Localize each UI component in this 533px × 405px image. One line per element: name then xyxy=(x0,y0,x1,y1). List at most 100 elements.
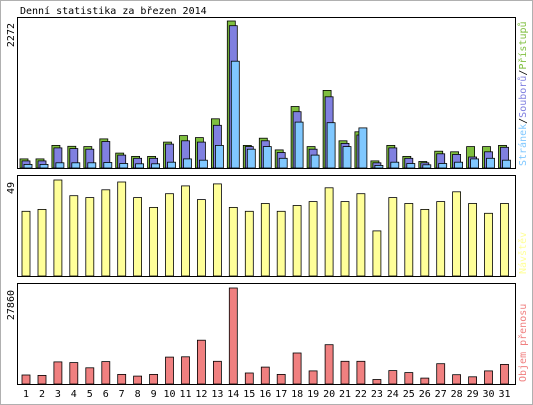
bar-visits-day-15 xyxy=(244,210,254,277)
bar-visits-day-14 xyxy=(228,206,238,277)
bar-visits-day-2 xyxy=(37,208,47,277)
bar-visits-day-10 xyxy=(165,193,174,277)
bar-volume-day-16 xyxy=(260,366,270,385)
legend-separator: / xyxy=(518,118,529,124)
x-tick-label-day-19: 19 xyxy=(307,389,319,400)
bar-visits-day-18 xyxy=(292,205,302,277)
bar-traffic-Stránek-day-18 xyxy=(294,121,304,169)
bar-visits-day-1 xyxy=(21,210,31,277)
x-tick-label-day-4: 4 xyxy=(71,389,77,400)
x-tick-label-day-3: 3 xyxy=(55,389,61,400)
legend-item-Objem přenosu: Objem přenosu xyxy=(517,304,529,382)
x-tick-label-day-18: 18 xyxy=(291,389,303,400)
bar-traffic-Stránek-day-5 xyxy=(87,162,97,169)
bar-visits-day-28 xyxy=(452,191,462,277)
bar-visits-day-22 xyxy=(356,193,366,277)
chart-title: Denní statistika za březen 2014 xyxy=(20,5,207,17)
visits-legend: Návštěv xyxy=(517,232,529,274)
bar-visits-day-5 xyxy=(85,197,95,277)
bar-visits-day-29 xyxy=(468,203,478,277)
bar-traffic-Stránek-day-12 xyxy=(198,159,208,169)
bar-traffic-Stránek-day-2 xyxy=(39,163,49,169)
visits-ymax-label: 49 xyxy=(6,182,17,194)
bar-volume-day-3 xyxy=(53,361,63,385)
bar-volume-day-12 xyxy=(196,339,206,385)
bar-traffic-Stránek-day-14 xyxy=(230,60,240,169)
legend-item-Přístupů: Přístupů xyxy=(517,21,529,69)
x-tick-label-day-21: 21 xyxy=(339,389,351,400)
labels-layer: 2272Stránek/Souborů/Přístupů49Návštěv278… xyxy=(6,21,529,400)
x-tick-label-day-17: 17 xyxy=(275,389,287,400)
bar-volume-day-1 xyxy=(21,374,31,385)
bar-traffic-Stránek-day-3 xyxy=(55,162,65,169)
bar-volume-day-13 xyxy=(212,360,222,385)
bar-volume-day-15 xyxy=(244,372,254,385)
bar-traffic-Stránek-day-26 xyxy=(422,164,432,169)
bar-visits-day-6 xyxy=(101,189,111,277)
bar-visits-day-30 xyxy=(484,212,493,277)
x-tick-label-day-10: 10 xyxy=(163,389,175,400)
bar-volume-day-5 xyxy=(85,367,95,385)
x-tick-label-day-1: 1 xyxy=(23,389,29,400)
x-tick-label-day-24: 24 xyxy=(387,389,399,400)
x-tick-label-day-16: 16 xyxy=(259,389,271,400)
volume-ymax-label: 27860 xyxy=(6,290,17,320)
x-tick-label-day-25: 25 xyxy=(403,389,415,400)
bar-traffic-Stránek-day-8 xyxy=(135,163,145,169)
bar-volume-day-14 xyxy=(228,287,238,385)
bar-visits-day-11 xyxy=(181,185,190,277)
bar-volume-day-18 xyxy=(292,352,302,385)
bar-visits-day-23 xyxy=(372,230,382,277)
bar-traffic-Stránek-day-24 xyxy=(390,161,400,169)
bar-visits-day-13 xyxy=(212,183,222,277)
bar-traffic-Stránek-day-27 xyxy=(438,163,448,169)
bar-volume-day-19 xyxy=(308,370,318,385)
bar-traffic-Stránek-day-31 xyxy=(502,159,511,169)
bar-volume-day-7 xyxy=(117,373,127,385)
bar-volume-day-6 xyxy=(101,361,111,385)
traffic-ymax-label: 2272 xyxy=(6,23,17,47)
bar-visits-day-7 xyxy=(117,181,127,277)
bar-traffic-Stránek-day-30 xyxy=(486,157,495,169)
x-tick-label-day-23: 23 xyxy=(371,389,383,400)
x-tick-label-day-12: 12 xyxy=(195,389,207,400)
bar-traffic-Stránek-day-17 xyxy=(278,157,288,169)
bar-volume-day-2 xyxy=(37,374,47,385)
x-tick-label-day-31: 31 xyxy=(498,389,510,400)
bar-visits-day-9 xyxy=(149,206,159,277)
x-tick-label-day-22: 22 xyxy=(355,389,367,400)
bar-traffic-Stránek-day-19 xyxy=(310,154,320,169)
bar-volume-day-4 xyxy=(69,362,79,385)
bar-volume-day-8 xyxy=(133,375,143,385)
bar-volume-day-23 xyxy=(372,379,382,385)
bar-traffic-Stránek-day-23 xyxy=(374,164,384,169)
x-tick-label-day-11: 11 xyxy=(179,389,191,400)
bar-volume-day-25 xyxy=(404,372,414,385)
bar-volume-day-21 xyxy=(340,360,350,385)
x-tick-label-day-5: 5 xyxy=(87,389,93,400)
bar-volume-day-27 xyxy=(436,363,446,385)
bar-visits-day-8 xyxy=(133,197,143,277)
bar-traffic-Stránek-day-6 xyxy=(103,162,113,169)
bar-volume-day-20 xyxy=(324,344,334,385)
bar-visits-day-16 xyxy=(260,203,270,277)
bar-traffic-Stránek-day-1 xyxy=(23,163,33,169)
bar-traffic-Stránek-day-15 xyxy=(246,148,256,169)
x-tick-label-day-27: 27 xyxy=(435,389,447,400)
x-tick-label-day-26: 26 xyxy=(419,389,431,400)
bar-volume-day-24 xyxy=(388,370,398,385)
bar-volume-day-26 xyxy=(420,377,430,385)
bar-visits-day-3 xyxy=(53,179,63,277)
x-tick-label-day-30: 30 xyxy=(482,389,494,400)
bar-volume-day-17 xyxy=(276,373,286,385)
bar-traffic-Stránek-day-28 xyxy=(454,161,464,169)
bar-traffic-Stránek-day-4 xyxy=(71,162,81,169)
bar-visits-day-31 xyxy=(500,203,509,277)
x-tick-label-day-15: 15 xyxy=(243,389,255,400)
x-tick-label-day-29: 29 xyxy=(467,389,479,400)
x-tick-label-day-2: 2 xyxy=(39,389,45,400)
legend-item-Souborů: Souborů xyxy=(517,76,529,118)
x-tick-label-day-8: 8 xyxy=(135,389,141,400)
x-tick-label-day-14: 14 xyxy=(227,389,239,400)
bar-visits-day-26 xyxy=(420,208,430,277)
